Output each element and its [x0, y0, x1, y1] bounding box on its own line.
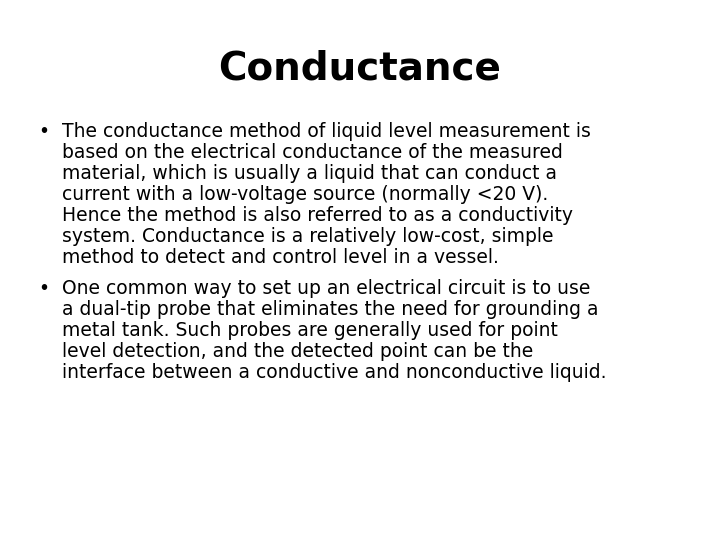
Text: •: •: [38, 279, 49, 298]
Text: One common way to set up an electrical circuit is to use: One common way to set up an electrical c…: [62, 279, 590, 298]
Text: metal tank. Such probes are generally used for point: metal tank. Such probes are generally us…: [62, 321, 558, 340]
Text: based on the electrical conductance of the measured: based on the electrical conductance of t…: [62, 143, 563, 162]
Text: The conductance method of liquid level measurement is: The conductance method of liquid level m…: [62, 122, 591, 141]
Text: system. Conductance is a relatively low-cost, simple: system. Conductance is a relatively low-…: [62, 227, 554, 246]
Text: material, which is usually a liquid that can conduct a: material, which is usually a liquid that…: [62, 164, 557, 183]
Text: level detection, and the detected point can be the: level detection, and the detected point …: [62, 342, 534, 361]
Text: a dual-tip probe that eliminates the need for grounding a: a dual-tip probe that eliminates the nee…: [62, 300, 598, 319]
Text: interface between a conductive and nonconductive liquid.: interface between a conductive and nonco…: [62, 363, 606, 382]
Text: method to detect and control level in a vessel.: method to detect and control level in a …: [62, 248, 499, 267]
Text: Conductance: Conductance: [219, 50, 501, 88]
Text: current with a low-voltage source (normally <20 V).: current with a low-voltage source (norma…: [62, 185, 548, 204]
Text: •: •: [38, 122, 49, 141]
Text: Hence the method is also referred to as a conductivity: Hence the method is also referred to as …: [62, 206, 573, 225]
